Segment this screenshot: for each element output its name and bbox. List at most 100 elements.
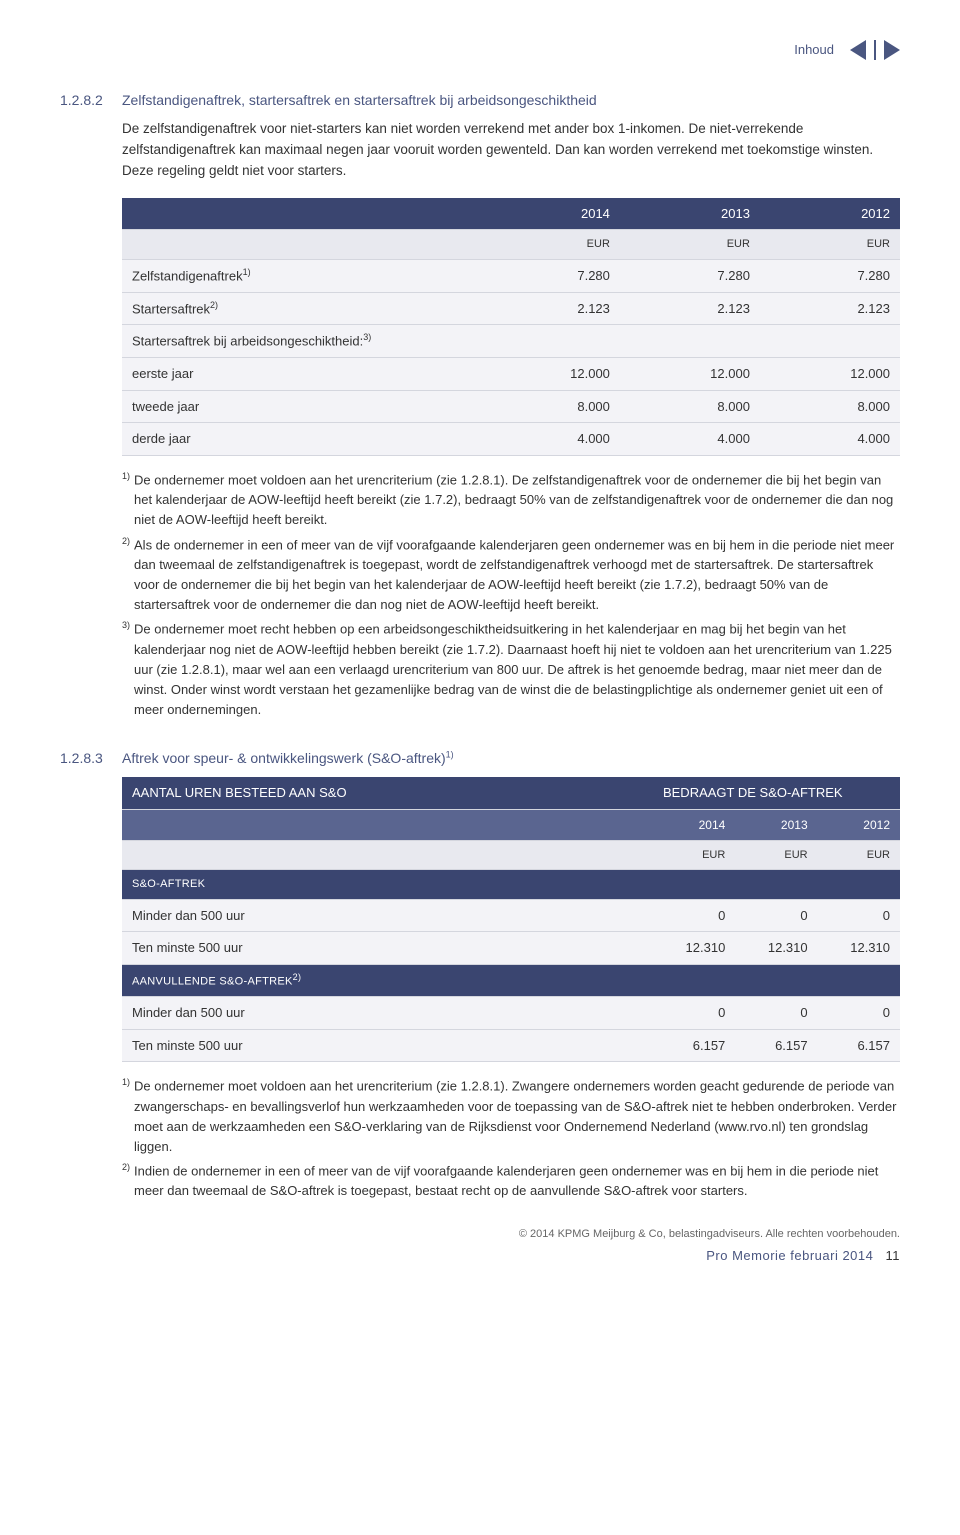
table-year: 2014	[653, 809, 735, 840]
cell: 0	[735, 997, 817, 1030]
table-section-row: S&O-AFTREK	[122, 870, 900, 900]
footnotes-1282: 1) De ondernemer moet voldoen aan het ure…	[122, 470, 900, 721]
footnote-text: De ondernemer moet recht hebben op een a…	[134, 622, 892, 718]
table-year: 2012	[818, 809, 900, 840]
cell: 8.000	[620, 390, 760, 423]
section-title: Aftrek voor speur- & ontwikkelingswerk (…	[122, 748, 454, 769]
cell: 7.280	[760, 259, 900, 292]
table-section-label: AANVULLENDE S&O-AFTREK	[132, 976, 293, 988]
cell: 7.280	[620, 259, 760, 292]
cell: 2.123	[480, 292, 620, 325]
table-unit: EUR	[620, 230, 760, 260]
cell	[480, 325, 620, 358]
doc-title: Pro Memorie februari 2014	[706, 1248, 873, 1263]
row-label: Minder dan 500 uur	[122, 899, 653, 932]
table-row: Minder dan 500 uur 0 0 0	[122, 899, 900, 932]
zelfstandigenaftrek-table: 2014 2013 2012 EUR EUR EUR Zelfstandigen…	[122, 198, 900, 456]
row-sup: 3)	[363, 332, 371, 342]
cell: 8.000	[760, 390, 900, 423]
page-footer: © 2014 KPMG Meijburg & Co, belastingadvi…	[60, 1226, 900, 1266]
footnote-text: Als de ondernemer in een of meer van de …	[134, 537, 894, 612]
cell	[620, 325, 760, 358]
page: Inhoud 1.2.8.2 Zelfstandigenaftrek, star…	[0, 0, 960, 1296]
table-section-label: S&O-AFTREK	[122, 870, 900, 900]
table-year: 2012	[760, 198, 900, 230]
section-heading-1282: 1.2.8.2 Zelfstandigenaftrek, startersaft…	[60, 90, 900, 111]
row-sup: 1)	[243, 267, 251, 277]
table-year: 2013	[735, 809, 817, 840]
cell: 6.157	[653, 1029, 735, 1062]
footnote-text: De ondernemer moet voldoen aan het urenc…	[134, 1078, 896, 1153]
table-header-right: BEDRAAGT DE S&O-AFTREK	[653, 777, 900, 809]
cell: 4.000	[760, 423, 900, 456]
inhoud-link[interactable]: Inhoud	[794, 40, 834, 60]
row-sup: 2)	[293, 972, 302, 982]
footnote-marker: 1)	[122, 1077, 130, 1087]
cell: 0	[653, 997, 735, 1030]
row-label: derde jaar	[122, 423, 480, 456]
cell: 4.000	[480, 423, 620, 456]
cell: 7.280	[480, 259, 620, 292]
section-heading-1283: 1.2.8.3 Aftrek voor speur- & ontwikkelin…	[60, 748, 900, 769]
cell: 8.000	[480, 390, 620, 423]
cell: 6.157	[735, 1029, 817, 1062]
table-row: Ten minste 500 uur 12.310 12.310 12.310	[122, 932, 900, 965]
footnote-marker: 2)	[122, 536, 130, 546]
table-row: eerste jaar 12.000 12.000 12.000	[122, 358, 900, 391]
nav-prev-icon[interactable]	[850, 40, 866, 60]
row-label: tweede jaar	[122, 390, 480, 423]
cell: 2.123	[620, 292, 760, 325]
table-row: Zelfstandigenaftrek1) 7.280 7.280 7.280	[122, 259, 900, 292]
footnote-marker: 2)	[122, 1162, 130, 1172]
table-unit: EUR	[480, 230, 620, 260]
top-nav: Inhoud	[60, 40, 900, 60]
nav-divider-icon	[874, 40, 876, 60]
cell: 0	[735, 899, 817, 932]
copyright-text: © 2014 KPMG Meijburg & Co, belastingadvi…	[60, 1226, 900, 1243]
table-year: 2013	[620, 198, 760, 230]
row-label: Startersaftrek bij arbeidsongeschiktheid…	[132, 334, 363, 349]
row-label: Zelfstandigenaftrek	[132, 268, 243, 283]
row-label: eerste jaar	[122, 358, 480, 391]
table-row: Startersaftrek bij arbeidsongeschiktheid…	[122, 325, 900, 358]
footnote-text: De ondernemer moet voldoen aan het urenc…	[134, 472, 893, 527]
table-row: Minder dan 500 uur 0 0 0	[122, 997, 900, 1030]
table-unit: EUR	[818, 840, 900, 870]
table-year: 2014	[480, 198, 620, 230]
footnote-marker: 3)	[122, 620, 130, 630]
cell: 0	[818, 997, 900, 1030]
cell: 0	[653, 899, 735, 932]
cell: 12.310	[735, 932, 817, 965]
cell	[760, 325, 900, 358]
table-row: tweede jaar 8.000 8.000 8.000	[122, 390, 900, 423]
section-1282-body: De zelfstandigenaftrek voor niet-starter…	[122, 119, 900, 182]
cell: 12.000	[620, 358, 760, 391]
row-label: Startersaftrek	[132, 301, 210, 316]
row-sup: 2)	[210, 300, 218, 310]
cell: 6.157	[818, 1029, 900, 1062]
cell: 4.000	[620, 423, 760, 456]
table-section-row: AANVULLENDE S&O-AFTREK2)	[122, 964, 900, 996]
so-aftrek-table: AANTAL UREN BESTEED AAN S&O BEDRAAGT DE …	[122, 777, 900, 1062]
footnote-marker: 1)	[122, 471, 130, 481]
section-title: Zelfstandigenaftrek, startersaftrek en s…	[122, 90, 597, 111]
cell: 12.000	[760, 358, 900, 391]
section-number: 1.2.8.2	[60, 90, 110, 111]
table-row: Startersaftrek2) 2.123 2.123 2.123	[122, 292, 900, 325]
table-unit: EUR	[653, 840, 735, 870]
row-label: Ten minste 500 uur	[122, 1029, 653, 1062]
nav-next-icon[interactable]	[884, 40, 900, 60]
table-row: Ten minste 500 uur 6.157 6.157 6.157	[122, 1029, 900, 1062]
row-label: Minder dan 500 uur	[122, 997, 653, 1030]
table-unit: EUR	[735, 840, 817, 870]
table-row: derde jaar 4.000 4.000 4.000	[122, 423, 900, 456]
cell: 12.310	[653, 932, 735, 965]
table-unit: EUR	[760, 230, 900, 260]
row-label: Ten minste 500 uur	[122, 932, 653, 965]
cell: 2.123	[760, 292, 900, 325]
cell: 12.000	[480, 358, 620, 391]
footnotes-1283: 1) De ondernemer moet voldoen aan het ure…	[122, 1076, 900, 1202]
section-number: 1.2.8.3	[60, 748, 110, 769]
cell: 0	[818, 899, 900, 932]
page-number: 11	[886, 1248, 901, 1263]
